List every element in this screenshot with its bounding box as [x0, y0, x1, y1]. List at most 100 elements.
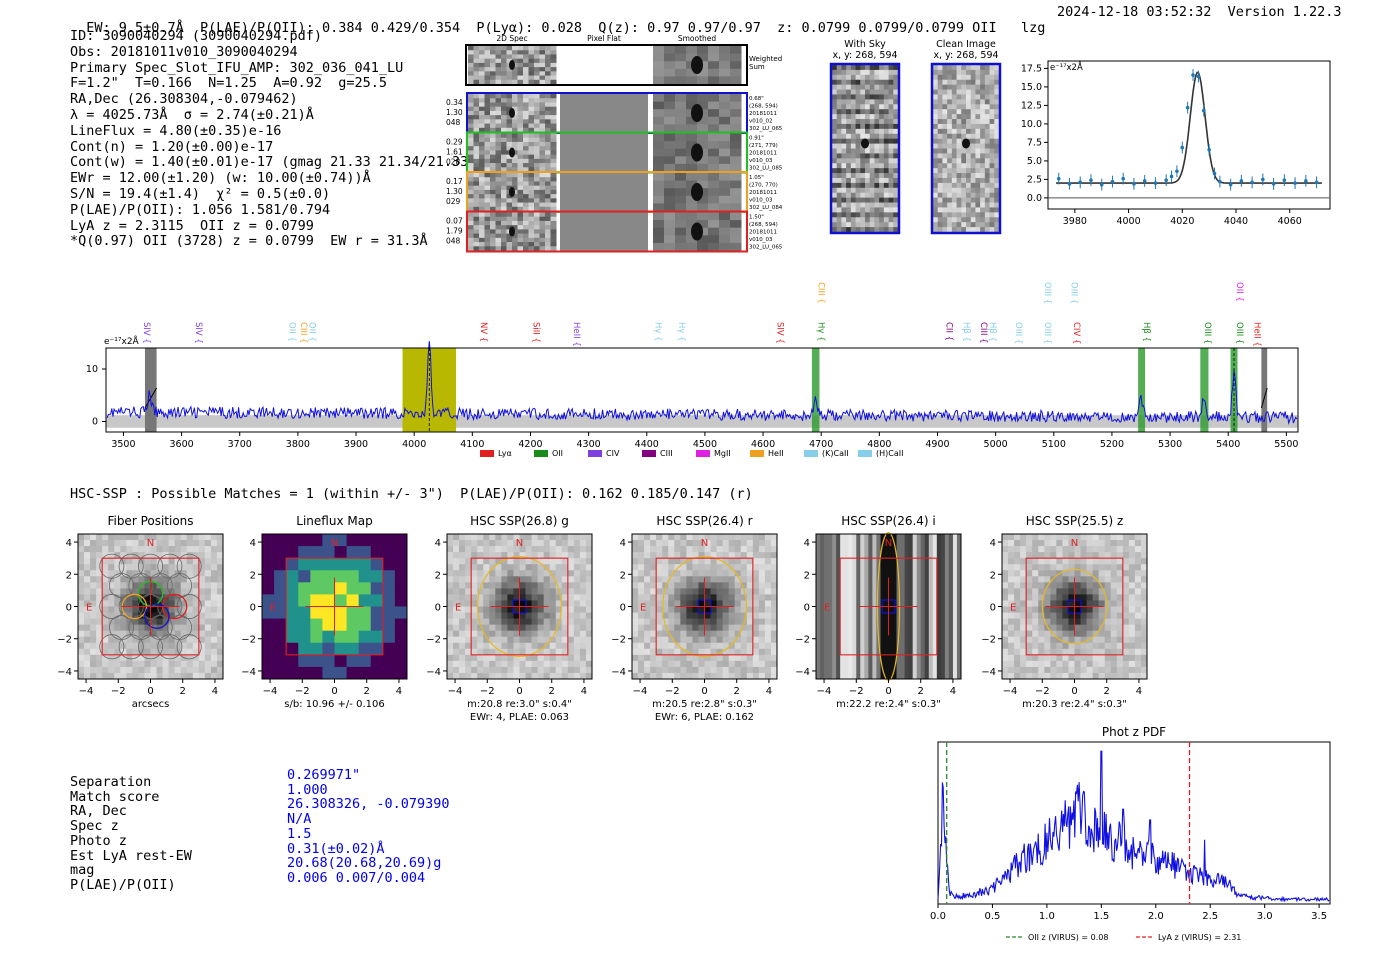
pixel	[459, 594, 466, 601]
pixel	[144, 588, 151, 595]
pixel	[674, 624, 681, 632]
pixel	[680, 666, 687, 674]
pixel	[764, 606, 772, 613]
pixel	[719, 53, 731, 62]
pixel	[84, 540, 91, 547]
pixel	[156, 540, 163, 547]
pixel	[951, 143, 957, 149]
pixel	[704, 672, 711, 680]
pixel	[138, 558, 145, 565]
pixel	[860, 94, 866, 100]
pixel	[512, 150, 518, 156]
emission-label: SIV {	[141, 322, 151, 344]
x-tick-label: 2	[549, 686, 555, 697]
pixel	[650, 630, 657, 638]
row-2d	[468, 133, 557, 172]
pixel	[860, 168, 866, 174]
pixel	[186, 612, 194, 619]
pixel	[1068, 576, 1075, 583]
pixel	[1032, 576, 1039, 583]
pixel	[1020, 618, 1027, 626]
pixel	[686, 630, 693, 638]
pixel	[888, 163, 894, 169]
pixel	[692, 630, 699, 638]
pixel	[1110, 666, 1118, 674]
pixel	[90, 642, 97, 650]
pixel	[937, 94, 943, 100]
pixel	[132, 594, 139, 601]
pixel	[686, 558, 693, 565]
pixel	[513, 606, 520, 613]
pixel	[686, 173, 698, 182]
pixel	[210, 582, 218, 589]
pixel	[704, 624, 711, 632]
pixel	[78, 558, 85, 565]
pixel	[752, 672, 760, 680]
pixel	[479, 229, 485, 235]
y-tick-label: −4	[57, 667, 72, 678]
pixel	[883, 182, 889, 189]
pixel	[477, 612, 484, 619]
pixel	[869, 192, 875, 199]
pixel	[951, 89, 957, 95]
flat-fill	[560, 173, 648, 211]
pixel	[980, 227, 986, 233]
flux-cell	[370, 546, 384, 559]
pixel	[692, 540, 699, 547]
pixel	[108, 606, 115, 613]
pixel	[860, 74, 866, 81]
pixel	[210, 636, 218, 644]
pixel	[555, 534, 563, 541]
pixel	[78, 570, 85, 577]
pixel	[525, 660, 532, 668]
pixel	[975, 177, 981, 184]
pixel	[567, 588, 575, 595]
pixel	[1032, 582, 1039, 589]
pixel	[860, 79, 866, 86]
pixel	[740, 570, 748, 577]
pixel	[710, 552, 717, 559]
pixel	[980, 128, 986, 135]
pixel	[888, 138, 894, 144]
pixel	[490, 106, 496, 112]
pixel	[471, 654, 478, 662]
pixel	[108, 612, 115, 619]
pixel	[942, 104, 948, 110]
x-tick-label: 3980	[1063, 216, 1087, 227]
pixel	[1008, 636, 1015, 644]
pixel	[489, 666, 496, 674]
pixel	[874, 69, 880, 76]
pixel	[132, 558, 139, 565]
pixel	[656, 648, 663, 656]
pixel	[144, 558, 151, 565]
pixel	[708, 195, 720, 204]
pixel	[770, 540, 778, 547]
pixel	[1104, 642, 1112, 650]
pixel	[888, 173, 894, 179]
pixel	[846, 138, 852, 144]
pixel	[507, 600, 514, 607]
pixel	[479, 137, 485, 143]
pixel	[956, 104, 962, 110]
pixel	[174, 540, 182, 547]
pixel	[1140, 612, 1148, 619]
pixel	[770, 534, 778, 541]
pixel	[994, 123, 1000, 130]
pixel	[495, 246, 502, 251]
pixel	[216, 636, 224, 644]
pixel	[716, 552, 724, 559]
pixel	[471, 582, 478, 589]
pixel	[468, 194, 474, 199]
flux-cell	[298, 534, 311, 547]
row-right-stat: (268, 594)	[749, 222, 778, 228]
pixel	[883, 109, 889, 115]
pixel	[484, 181, 491, 187]
pixel	[832, 187, 838, 194]
pixel	[994, 197, 1000, 203]
pixel	[102, 654, 109, 662]
pixel	[989, 94, 995, 100]
pixel	[656, 540, 663, 547]
pixel	[1032, 546, 1039, 553]
pixel	[836, 207, 842, 213]
pixel	[675, 116, 687, 125]
